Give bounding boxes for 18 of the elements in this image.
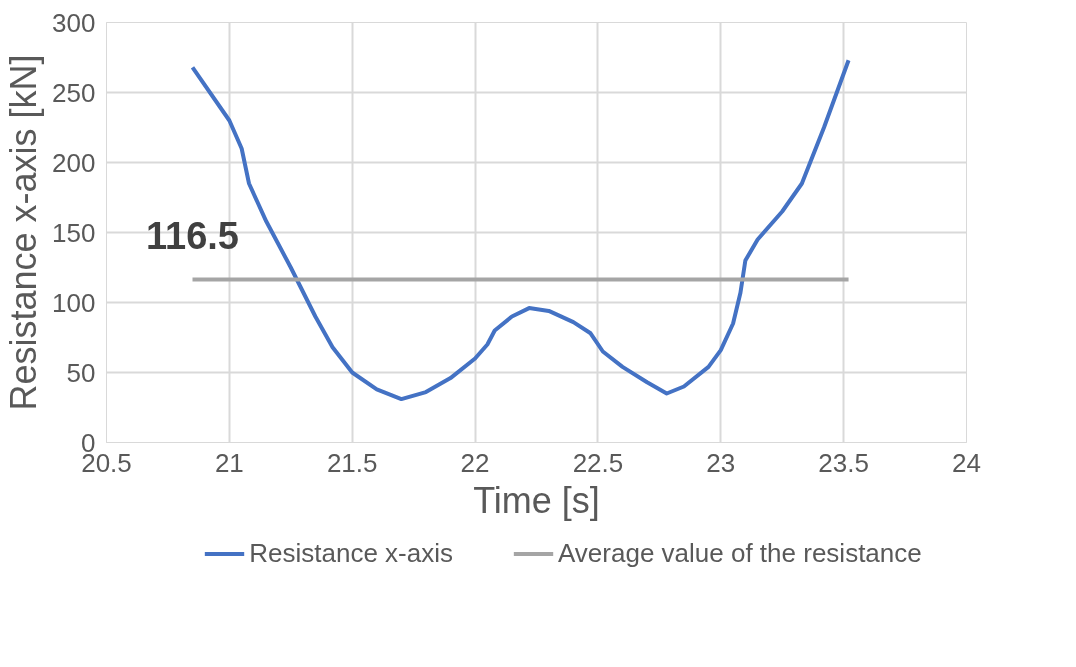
x-tick-label: 21.5 <box>326 447 378 478</box>
x-tick-label: 23 <box>706 447 736 478</box>
x-tick-label: 23.5 <box>818 447 869 478</box>
y-tick-label: 200 <box>52 147 96 178</box>
y-tick-label: 250 <box>52 77 96 108</box>
legend-label: Resistance x-axis <box>249 537 453 569</box>
x-tick-label: 22 <box>460 447 490 478</box>
y-axis-title: Resistance x-axis [kN] <box>3 54 45 411</box>
y-tick-label: 100 <box>52 287 96 318</box>
x-tick-label: 24 <box>952 447 981 478</box>
y-tick-label: 300 <box>52 7 96 38</box>
x-tick-label: 22.5 <box>572 447 624 478</box>
annotation: 116.5 <box>146 215 239 258</box>
legend-label: Average value of the resistance <box>557 537 922 569</box>
y-tick-label: 150 <box>52 217 96 248</box>
x-tick-label: 21 <box>214 447 244 478</box>
y-tick-label: 50 <box>66 357 96 388</box>
x-axis-title: Time [s] <box>473 479 600 521</box>
